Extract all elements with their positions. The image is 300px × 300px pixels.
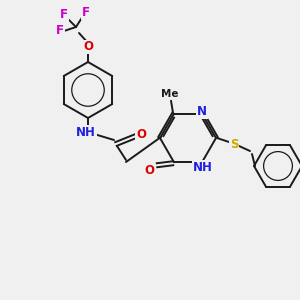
Text: F: F xyxy=(56,25,64,38)
Text: S: S xyxy=(230,137,238,151)
Text: Me: Me xyxy=(161,89,179,99)
Text: NH: NH xyxy=(76,125,96,139)
Text: O: O xyxy=(83,40,93,53)
Text: NH: NH xyxy=(193,161,213,174)
Text: O: O xyxy=(136,128,146,140)
Text: F: F xyxy=(82,7,90,20)
Text: F: F xyxy=(60,8,68,22)
Text: N: N xyxy=(197,105,207,118)
Text: O: O xyxy=(144,164,154,177)
